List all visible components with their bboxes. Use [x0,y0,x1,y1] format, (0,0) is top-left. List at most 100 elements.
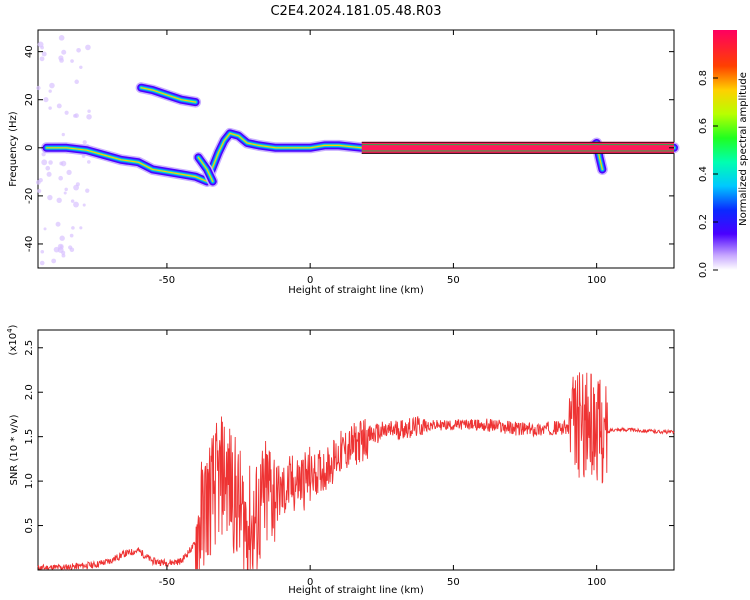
noise-speck [64,110,69,115]
spectrogram-x-tick-label: -50 [159,275,175,286]
chart-title: C2E4.2024.181.05.48.R03 [270,4,441,19]
colorbar-gradient [713,30,737,270]
spectrogram-x-ticks: -50 0 50 100 [159,30,606,286]
noise-speck [61,49,67,55]
snr-y-scale-text: (x104) [6,324,19,355]
noise-speck [39,56,45,62]
colorbar-tick-label: 0.0 [698,262,709,278]
spectrogram-panel: -50 0 50 100 40 20 0 -20 -40 Height of straight… [8,29,680,296]
noise-speck [41,152,46,157]
noise-speck [85,44,91,51]
noise-speck [74,79,79,85]
track-main-band-4 [45,132,675,183]
noise-speck [58,35,65,41]
noise-speck [87,109,91,113]
noise-speck [41,159,48,166]
noise-speck [85,188,90,193]
colorbar-tick-label: 0.2 [698,214,709,230]
noise-speck [82,140,87,145]
noise-speck [45,165,51,171]
noise-speck [59,235,65,241]
colorbar-tick-label: 0.6 [698,118,709,134]
noise-speck [59,161,64,166]
snr-y-tick-label: 1.5 [24,429,35,445]
noise-speck [41,51,47,57]
spectrogram-x-label: Height of straight line (km) [288,285,424,296]
spectrogram-x-tick-label: 50 [447,275,460,286]
noise-speck [43,97,49,103]
noise-speck [39,260,45,266]
noise-speck [56,197,62,203]
noise-speck [86,114,92,120]
noise-speck [51,258,57,264]
spectrogram-y-ticks: 40 20 0 -20 -40 [24,45,674,252]
spectrogram-tracks [35,35,680,266]
noise-speck [40,249,45,254]
spectrogram-y-tick-label: 20 [24,93,35,106]
noise-speck [79,226,83,230]
noise-speck [48,89,52,93]
snr-x-tick-label: 0 [307,577,313,588]
noise-speck [37,188,42,194]
track-spur-band-4 [197,156,214,183]
noise-speck [70,199,75,203]
noise-speck [68,245,73,250]
snr-x-ticks: -50 0 50 100 [159,330,606,588]
snr-y-ticks: 0.5 1.0 1.5 2.0 2.5 [24,340,674,534]
noise-speck [82,203,86,207]
noise-speck [43,227,47,231]
noise-speck [55,221,61,227]
noise-speck [86,160,91,164]
snr-y-tick-label: 1.0 [24,473,35,489]
noise-speck [47,194,53,201]
snr-x-tick-label: 100 [587,577,606,588]
spectrogram-y-tick-label: 0 [24,145,35,151]
snr-y-tick-label: 2.5 [24,340,35,356]
noise-speck [66,169,72,176]
snr-y-scale: (x104) [6,324,19,355]
snr-panel: -50 0 50 100 0.5 1.0 1.5 2.0 2.5 Height of stra… [6,324,675,596]
noise-speck [36,85,41,91]
colorbar: 0.0 0.2 0.4 0.6 0.8 Normalized spectral ampl… [698,30,749,278]
track-upper-band-4 [140,87,197,103]
colorbar-tick-label: 0.4 [698,166,709,182]
noise-speck [73,201,79,208]
colorbar-tick-label: 0.8 [698,70,709,86]
spectrogram-x-tick-label: 100 [587,275,606,286]
noise-speck [70,59,74,63]
snr-y-tick-label: 0.5 [24,518,35,534]
noise-speck [79,65,83,70]
snr-y-tick-label: 2.0 [24,384,35,400]
steady-band [361,141,674,154]
snr-x-label: Height of straight line (km) [288,585,424,596]
noise-speck [61,132,65,137]
colorbar-label: Normalized spectral amplitude [738,72,749,226]
noise-speck [64,187,68,192]
noise-speck [56,103,62,109]
noise-speck [76,47,81,53]
noise-speck [46,171,52,177]
noise-speck [48,160,53,165]
noise-speck [69,233,74,238]
snr-y-label: SNR (10 * v/v) [9,414,20,485]
snr-x-tick-label: -50 [159,577,175,588]
spectrogram-x-tick-label: 0 [307,275,313,286]
noise-speck [57,247,64,254]
snr-series-line [37,372,675,571]
noise-speck [73,113,77,118]
spectrogram-y-tick-label: -20 [24,188,35,204]
snr-x-tick-label: 50 [447,577,460,588]
noise-speck [58,55,64,61]
noise-speck [40,45,44,50]
spectrogram-y-tick-label: 40 [24,45,35,58]
colorbar-ticks: 0.0 0.2 0.4 0.6 0.8 [698,70,718,278]
noise-speck [71,226,75,230]
noise-speck [38,177,43,183]
noise-speck [49,82,55,89]
noise-speck [63,191,67,195]
snr-y-scale-exponent: 4 [6,328,14,333]
noise-speck [58,175,63,181]
noise-speck [73,184,79,191]
spectrogram-y-tick-label: -40 [24,236,35,252]
